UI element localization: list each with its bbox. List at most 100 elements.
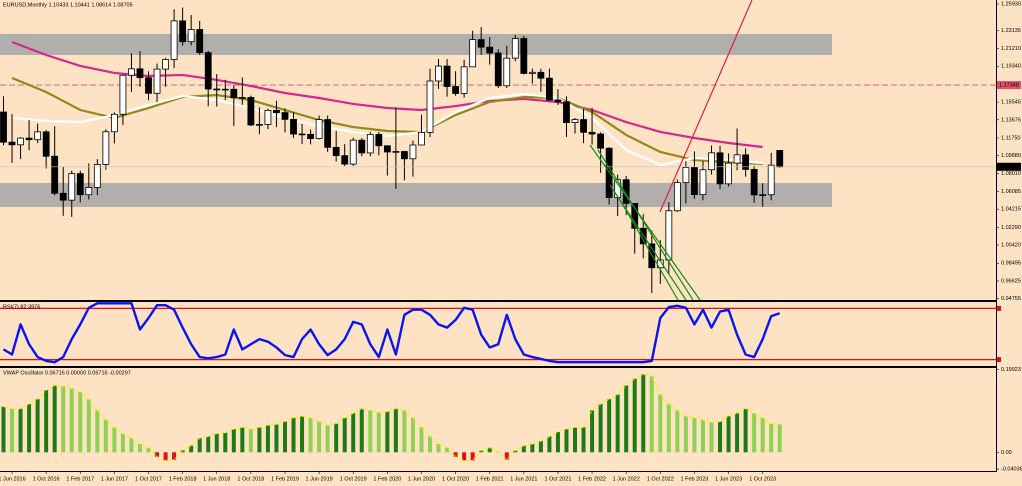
candle-body: [580, 119, 587, 133]
histogram-bar: [95, 410, 100, 453]
candle-body: [401, 151, 408, 160]
histogram-bar: [69, 388, 74, 453]
histogram-bar: [172, 452, 177, 460]
candle-body: [25, 137, 33, 141]
candle-body: [742, 154, 750, 170]
candle-body: [281, 112, 289, 120]
histogram-bar: [35, 399, 40, 453]
histogram-bar: [649, 376, 654, 453]
x-tick-label: 1 Feb 2018: [169, 476, 197, 482]
candle-body: [170, 20, 178, 60]
candle-body: [221, 88, 229, 91]
panel-title: RSI(7) 82.3976: [3, 304, 40, 310]
x-tick-label: 1 Jun 2019: [306, 476, 333, 482]
histogram-bar: [325, 425, 330, 453]
histogram-bar: [155, 452, 160, 457]
candle-body: [366, 134, 374, 154]
histogram-bar: [385, 411, 390, 453]
x-tick-label: 1 Oct 2022: [647, 476, 674, 482]
candle-body: [93, 164, 101, 188]
level-marker: [997, 357, 1001, 363]
histogram-bar: [317, 421, 322, 453]
candle-body: [8, 141, 16, 146]
candle-body: [230, 88, 238, 99]
trend-line: [659, 0, 753, 213]
histogram-bar: [521, 445, 526, 453]
candle-body: [614, 179, 622, 198]
histogram-bar: [470, 452, 475, 461]
candle-body: [571, 119, 579, 123]
histogram-bar: [666, 404, 671, 453]
histogram-bar: [103, 419, 108, 453]
candle-body: [290, 118, 297, 135]
histogram-bar: [223, 432, 228, 453]
histogram-bar: [735, 413, 740, 453]
rsi-line: [2, 302, 781, 364]
candle-body: [631, 203, 639, 229]
y-tick-label: 0.94755: [1001, 296, 1021, 302]
x-axis: 1 Jun 2016 1 Oct 2016 1 Feb 2017 1 Jun 2017…: [0, 471, 776, 482]
candle-body: [51, 155, 59, 194]
y-tick-label: 0.98495: [1001, 261, 1021, 267]
histogram-bar: [632, 378, 637, 453]
histogram-bar: [231, 429, 236, 453]
candle-body: [332, 146, 340, 157]
x-tick-label: 1 Feb 2021: [476, 476, 504, 482]
histogram-bar: [726, 416, 731, 453]
histogram-bar: [709, 422, 714, 453]
candle-body: [494, 52, 502, 87]
histogram-bar: [402, 410, 407, 453]
histogram-bar: [393, 408, 398, 453]
candle-body: [588, 131, 596, 135]
histogram-bar: [462, 452, 467, 461]
y-tick-label: 1.19340: [1001, 64, 1021, 70]
histogram-bar: [146, 447, 151, 453]
candle-body: [520, 38, 528, 74]
histogram-bar: [743, 408, 748, 453]
histogram-bar: [359, 408, 364, 453]
level-label: 1.17348: [999, 83, 1019, 89]
candle-body: [110, 113, 118, 133]
histogram-bar: [573, 427, 578, 453]
histogram-bar: [197, 438, 202, 453]
y-tick-label: 1.11750: [1001, 135, 1020, 141]
candle-body: [469, 39, 477, 68]
candle-body: [255, 124, 263, 126]
candle-body: [68, 173, 76, 201]
candle-body: [307, 133, 314, 139]
zone: [0, 182, 832, 207]
rsi-panel: [0, 302, 996, 364]
histogram-bar: [453, 452, 458, 457]
candle-body: [546, 77, 553, 101]
candle-body: [767, 164, 775, 196]
histogram-bar: [61, 386, 66, 453]
level-marker: [997, 305, 1001, 311]
y-tick-label: -0.04036: [1001, 467, 1022, 473]
x-tick-label: 1 Oct 2020: [442, 476, 469, 482]
histogram-bar: [419, 427, 424, 453]
y-tick-label: 1.13675: [1001, 117, 1021, 123]
histogram-bar: [607, 399, 612, 453]
histogram-bar: [257, 427, 262, 453]
candle-body: [511, 38, 519, 59]
histogram-bar: [777, 424, 782, 453]
y-tick-label: 1.04215: [1001, 207, 1021, 213]
candle-body: [725, 162, 732, 185]
histogram-bar: [564, 429, 569, 453]
y-tick-label: 1.21210: [1001, 46, 1021, 52]
candle-body: [264, 109, 272, 125]
histogram-bar: [120, 433, 125, 453]
candle-body: [375, 134, 383, 147]
x-tick-label: 1 Feb 2017: [66, 476, 94, 482]
candle-body: [315, 119, 323, 139]
candle-body: [682, 167, 690, 184]
candle-body: [435, 65, 442, 82]
histogram-bar: [479, 450, 484, 453]
histogram-bar: [274, 424, 279, 453]
trend-line: [589, 144, 701, 300]
candle-body: [349, 139, 357, 165]
histogram-bar: [282, 421, 287, 453]
histogram-bar: [27, 404, 32, 453]
candle-body: [537, 71, 545, 79]
candle-body: [708, 152, 715, 171]
